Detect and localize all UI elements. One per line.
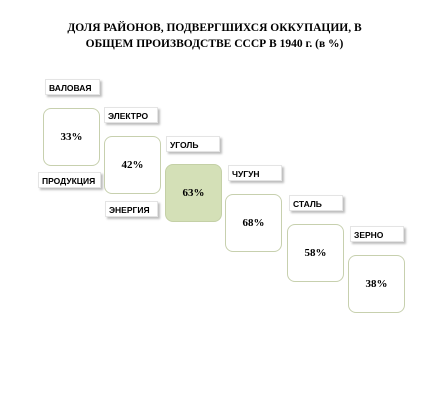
value-box: 68% — [225, 194, 282, 252]
label: ВАЛОВАЯ — [45, 79, 100, 95]
label: ЭНЕРГИЯ — [105, 201, 158, 217]
title-line: ОБЩЕМ ПРОИЗВОДСТВЕ СССР В 1940 г. (в %) — [85, 38, 344, 50]
title: ДОЛЯ РАЙОНОВ, ПОДВЕРГШИХСЯ ОККУПАЦИИ, В … — [0, 20, 429, 52]
label: ПРОДУКЦИЯ — [38, 172, 101, 188]
label: ЧУГУН — [228, 165, 282, 181]
label: ЗЕРНО — [350, 226, 404, 242]
label: УГОЛЬ — [166, 136, 220, 152]
value-box: 63% — [165, 164, 222, 222]
value-box: 58% — [287, 224, 344, 282]
label: ЭЛЕКТРО — [104, 107, 158, 123]
title-line: ДОЛЯ РАЙОНОВ, ПОДВЕРГШИХСЯ ОККУПАЦИИ, В — [67, 22, 362, 34]
label: СТАЛЬ — [289, 195, 343, 211]
value-box: 33% — [43, 108, 100, 166]
value-box: 42% — [104, 136, 161, 194]
value-box: 38% — [348, 255, 405, 313]
